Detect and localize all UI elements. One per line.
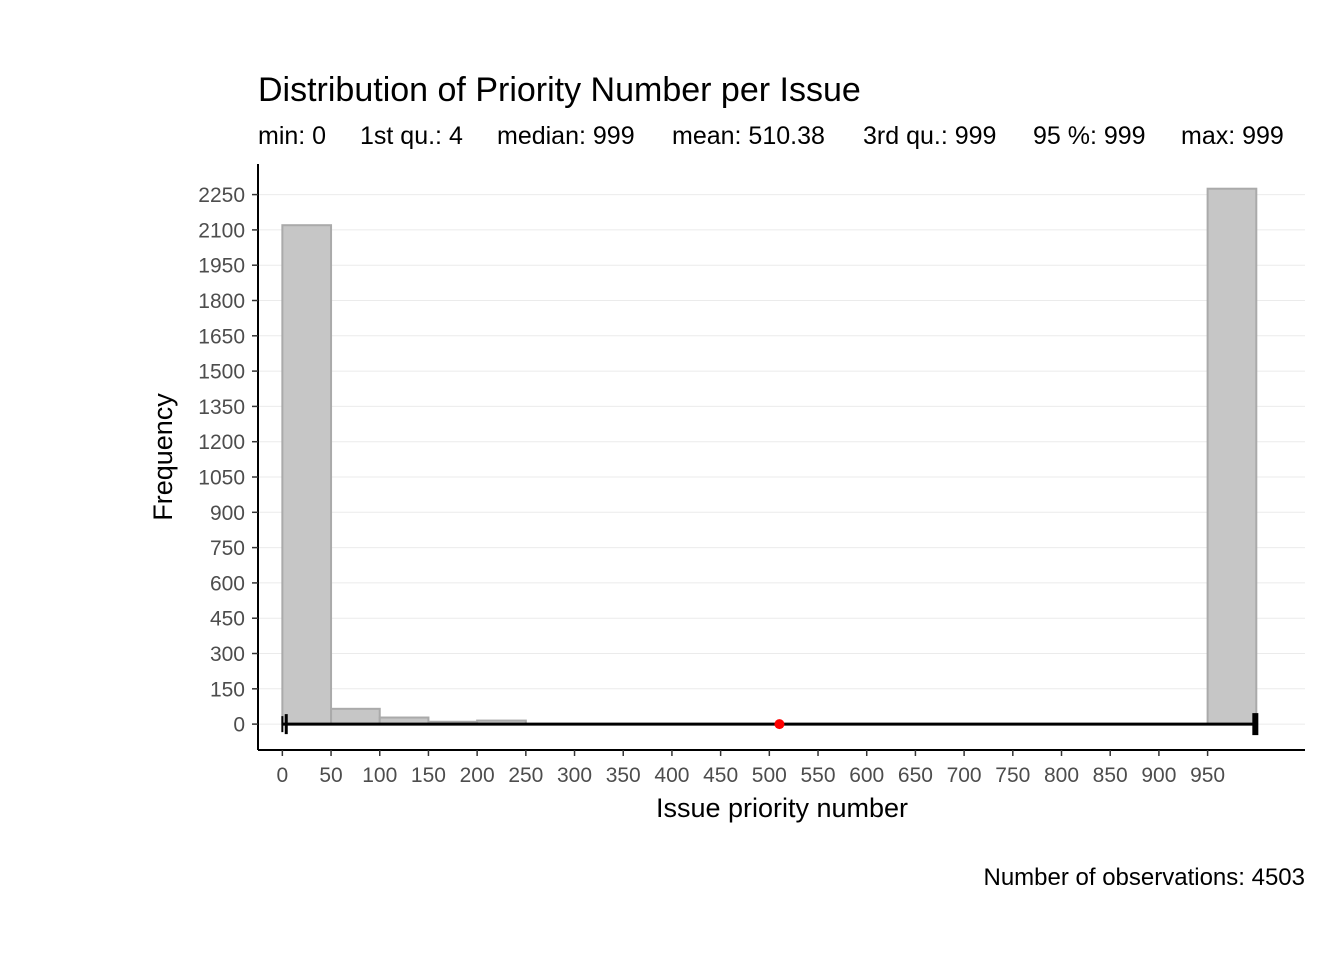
y-tick-label: 450 bbox=[210, 608, 245, 631]
x-tick-label: 350 bbox=[606, 764, 641, 787]
y-tick-label: 1350 bbox=[198, 396, 245, 419]
x-tick-label: 450 bbox=[703, 764, 738, 787]
y-tick-label: 750 bbox=[210, 537, 245, 560]
y-tick-label: 1950 bbox=[198, 255, 245, 278]
stat-median: median: 999 bbox=[497, 122, 635, 150]
x-tick-label: 500 bbox=[752, 764, 787, 787]
mean-point bbox=[774, 719, 785, 730]
stat-mean: mean: 510.38 bbox=[672, 122, 825, 150]
stat-first-quartile: 1st qu.: 4 bbox=[360, 122, 463, 150]
x-tick-label: 150 bbox=[411, 764, 446, 787]
x-tick-label: 650 bbox=[898, 764, 933, 787]
y-tick-label: 1050 bbox=[198, 467, 245, 490]
y-axis-ticks: 0 150 300 450 600 750 900 1050 1200 1350 1500 1650 1… bbox=[198, 184, 258, 737]
histogram-bars bbox=[281, 187, 1258, 726]
x-tick-label: 950 bbox=[1190, 764, 1225, 787]
stat-max: max: 999 bbox=[1181, 122, 1284, 150]
x-tick-label: 750 bbox=[995, 764, 1030, 787]
stat-min: min: 0 bbox=[258, 122, 326, 150]
y-tick-label: 2100 bbox=[198, 219, 245, 242]
histogram-bar bbox=[1206, 187, 1258, 726]
summary-line bbox=[281, 713, 1259, 736]
x-axis-title: Issue priority number bbox=[656, 793, 908, 823]
x-tick-label: 550 bbox=[800, 764, 835, 787]
y-tick-label: 600 bbox=[210, 572, 245, 595]
x-tick-label: 900 bbox=[1141, 764, 1176, 787]
gridlines bbox=[258, 194, 1305, 725]
chart-subtitle: min: 0 1st qu.: 4 median: 999 mean: 510.… bbox=[258, 122, 1284, 150]
x-tick-label: 50 bbox=[319, 764, 342, 787]
stat-third-quartile: 3rd qu.: 999 bbox=[863, 122, 996, 150]
x-tick-label: 400 bbox=[654, 764, 689, 787]
y-tick-label: 0 bbox=[233, 714, 245, 737]
y-tick-label: 1200 bbox=[198, 431, 245, 454]
y-tick-label: 150 bbox=[210, 678, 245, 701]
y-tick-label: 900 bbox=[210, 502, 245, 525]
chart-title: Distribution of Priority Number per Issu… bbox=[258, 71, 861, 109]
x-tick-label: 200 bbox=[460, 764, 495, 787]
y-tick-label: 1800 bbox=[198, 290, 245, 313]
y-axis-title: Frequency bbox=[148, 393, 178, 521]
histogram-bar bbox=[330, 707, 381, 726]
x-axis-ticks: 0 50 100 150 200 250 300 350 400 450 500 550 600 650 7… bbox=[277, 750, 1225, 787]
x-tick-label: 100 bbox=[362, 764, 397, 787]
axes bbox=[257, 164, 1305, 751]
x-tick-label: 0 bbox=[277, 764, 289, 787]
x-tick-label: 600 bbox=[849, 764, 884, 787]
y-tick-label: 1650 bbox=[198, 325, 245, 348]
histogram-bar bbox=[281, 224, 333, 726]
x-tick-label: 300 bbox=[557, 764, 592, 787]
y-tick-label: 2250 bbox=[198, 184, 245, 207]
x-tick-label: 850 bbox=[1093, 764, 1128, 787]
x-tick-label: 250 bbox=[508, 764, 543, 787]
x-tick-label: 800 bbox=[1044, 764, 1079, 787]
y-tick-label: 300 bbox=[210, 643, 245, 666]
y-tick-label: 1500 bbox=[198, 361, 245, 384]
chart-caption: Number of observations: 4503 bbox=[983, 864, 1305, 891]
x-tick-label: 700 bbox=[947, 764, 982, 787]
stat-95-percentile: 95 %: 999 bbox=[1033, 122, 1146, 150]
